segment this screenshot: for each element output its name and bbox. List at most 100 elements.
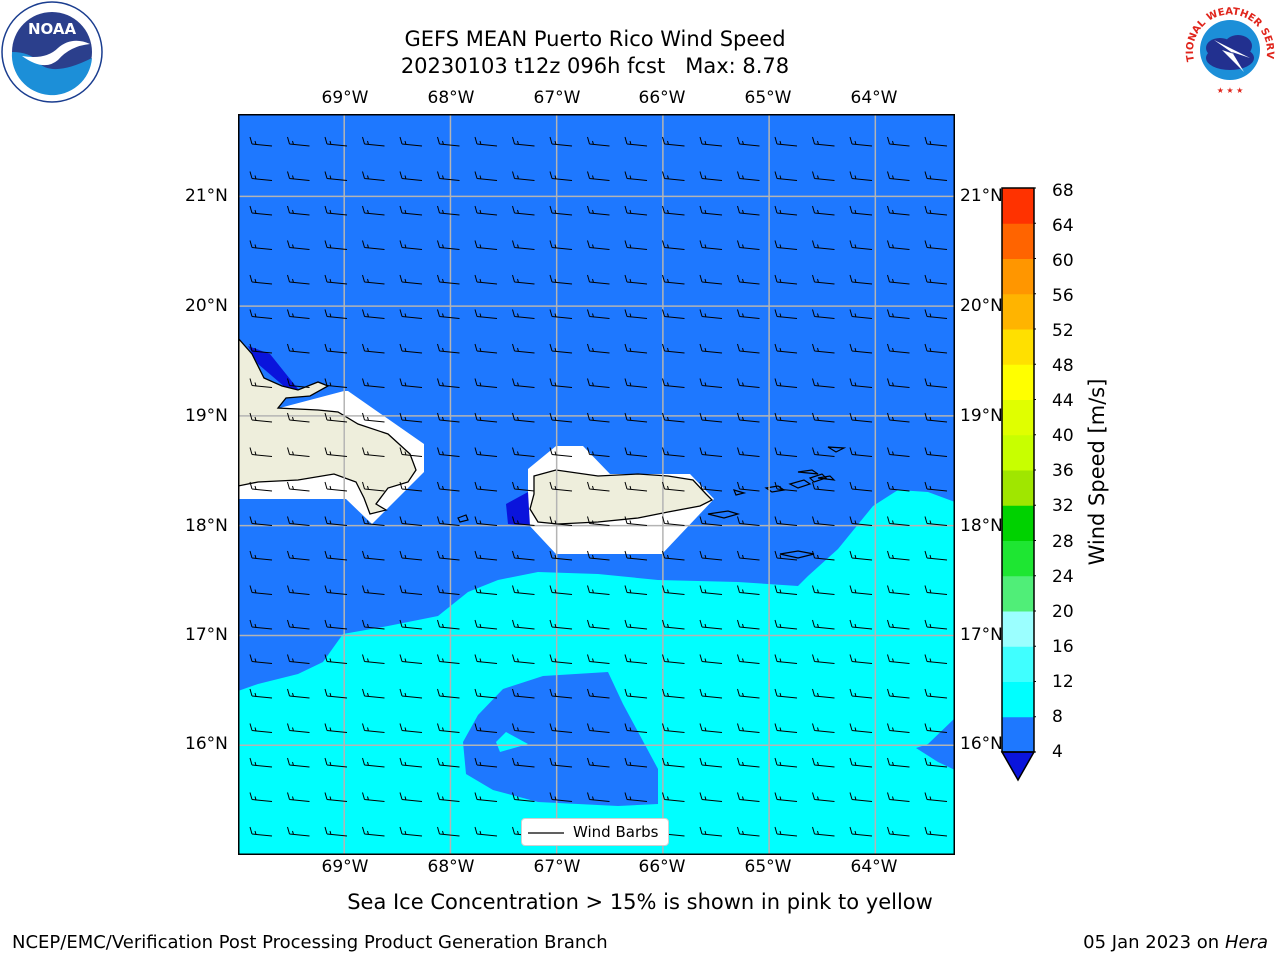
- wind-barb: [699, 171, 723, 181]
- wind-barb: [249, 240, 273, 250]
- wind-barb: [737, 309, 760, 319]
- wind-barb: [587, 343, 610, 354]
- wind-barb: [849, 792, 873, 802]
- wind-barb: [287, 826, 310, 837]
- wind-barb: [249, 343, 273, 354]
- wind-barb: [399, 343, 423, 354]
- wind-barb: [737, 171, 760, 181]
- wind-barb: [399, 792, 423, 802]
- wind-barb: [437, 757, 460, 768]
- wind-barb: [849, 205, 873, 216]
- wind-barb: [812, 378, 835, 388]
- wind-barb: [399, 619, 423, 630]
- wind-barb: [849, 274, 873, 285]
- colorbar-segment: [1002, 223, 1034, 259]
- wind-barb: [324, 481, 348, 492]
- lat-label-left: 21°N: [185, 186, 228, 206]
- wind-barb: [362, 688, 385, 699]
- wind-barb: [737, 412, 760, 423]
- wind-barb: [774, 378, 798, 388]
- wind-barb: [474, 654, 498, 664]
- wind-barb: [587, 309, 610, 319]
- wind-barb: [699, 240, 723, 250]
- wind-barb: [549, 274, 573, 285]
- wind-barb: [887, 619, 910, 630]
- wind-barb: [624, 412, 648, 423]
- wind-barb: [887, 205, 910, 216]
- wind-barb: [512, 378, 535, 388]
- wind-barb: [849, 654, 873, 664]
- wind-barb: [812, 516, 835, 526]
- colorbar-under-triangle: [1000, 751, 1036, 782]
- wind-barb: [587, 205, 610, 216]
- wind-barb: [699, 378, 723, 388]
- wind-barb: [812, 343, 835, 354]
- wind-barb: [587, 136, 610, 147]
- wind-barb: [437, 654, 460, 664]
- wind-barb: [512, 792, 535, 802]
- wind-barb: [362, 792, 385, 802]
- wind-barb: [474, 309, 498, 319]
- wind-barb: [662, 136, 685, 147]
- wind-barb: [587, 447, 610, 457]
- wind-barb: [812, 792, 835, 802]
- wind-barb: [249, 205, 273, 216]
- wind-barb: [512, 412, 535, 423]
- colorbar-tick: 64: [1052, 216, 1074, 236]
- wind-barb: [887, 688, 910, 699]
- wind-barb: [287, 654, 310, 664]
- wind-barb: [249, 826, 273, 837]
- wind-barb: [249, 447, 273, 457]
- wind-barb: [849, 516, 873, 526]
- wind-barb: [587, 412, 610, 423]
- wind-barb: [774, 205, 798, 216]
- wind-barb: [662, 550, 685, 561]
- wind-barb: [287, 240, 310, 250]
- wind-barb: [362, 136, 385, 147]
- wind-barb: [662, 412, 685, 423]
- wind-barb: [362, 481, 385, 492]
- land-culebra: [732, 489, 747, 496]
- wind-barb: [512, 757, 535, 768]
- lat-label-right: 18°N: [960, 516, 1003, 536]
- wind-barb: [324, 171, 348, 181]
- lon-label-bottom: 65°W: [744, 857, 792, 877]
- wind-barb: [737, 792, 760, 802]
- wind-barb: [549, 550, 573, 561]
- wind-barb: [437, 171, 460, 181]
- wind-barb: [437, 378, 460, 388]
- wind-barb: [624, 585, 648, 595]
- wind-barb: [437, 240, 460, 250]
- wind-barb: [887, 274, 910, 285]
- wind-barb: [512, 585, 535, 595]
- wind-barb: [812, 136, 835, 147]
- wind-barb: [437, 688, 460, 699]
- wind-barb: [699, 309, 723, 319]
- land-vieques: [707, 510, 741, 519]
- wind-barb: [699, 826, 723, 837]
- wind-barb: [812, 826, 835, 837]
- wind-barb: [737, 550, 760, 561]
- wind-barb: [587, 481, 610, 492]
- wind-barb: [812, 619, 835, 630]
- wind-barb: [624, 240, 648, 250]
- wind-barb: [362, 447, 385, 457]
- wind-barb: [249, 723, 273, 733]
- colorbar-segment: [1002, 434, 1034, 471]
- wind-barb: [662, 481, 685, 492]
- wind-barb: [512, 723, 535, 733]
- wind-barb: [324, 136, 348, 147]
- wind-barb: [924, 309, 948, 319]
- wind-barb: [774, 240, 798, 250]
- colorbar-segment: [1002, 399, 1034, 436]
- wind-barb: [774, 723, 798, 733]
- wind-barb: [624, 757, 648, 768]
- wind-barb: [474, 412, 498, 423]
- lat-label-left: 19°N: [185, 406, 228, 426]
- lat-label-left: 20°N: [185, 296, 228, 316]
- wind-barb: [549, 136, 573, 147]
- wind-barb: [924, 688, 948, 699]
- wind-barb: [362, 619, 385, 630]
- wind-barb: [699, 619, 723, 630]
- wind-barb: [737, 826, 760, 837]
